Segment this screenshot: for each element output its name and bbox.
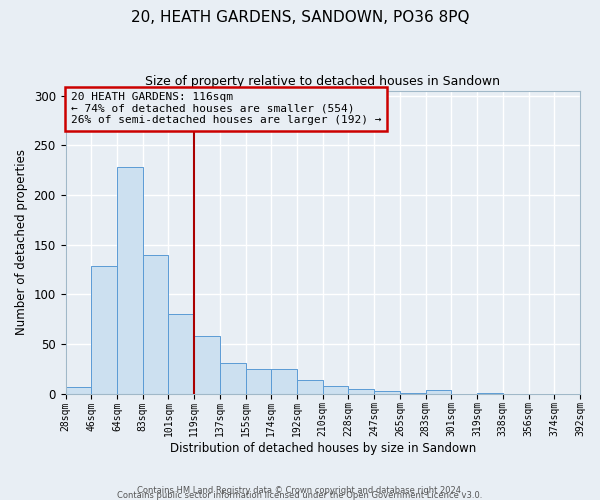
Bar [220,363,245,394]
Bar [477,392,503,394]
Y-axis label: Number of detached properties: Number of detached properties [15,149,28,335]
X-axis label: Distribution of detached houses by size in Sandown: Distribution of detached houses by size … [170,442,476,455]
Bar [65,386,91,394]
Title: Size of property relative to detached houses in Sandown: Size of property relative to detached ho… [145,75,500,88]
Text: Contains HM Land Registry data © Crown copyright and database right 2024.: Contains HM Land Registry data © Crown c… [137,486,463,495]
Text: 20, HEATH GARDENS, SANDOWN, PO36 8PQ: 20, HEATH GARDENS, SANDOWN, PO36 8PQ [131,10,469,25]
Bar [323,386,349,394]
Bar [271,368,297,394]
Bar [91,266,117,394]
Bar [169,314,194,394]
Bar [245,368,271,394]
Bar [425,390,451,394]
Bar [349,388,374,394]
Text: Contains public sector information licensed under the Open Government Licence v3: Contains public sector information licen… [118,490,482,500]
Text: 20 HEATH GARDENS: 116sqm
← 74% of detached houses are smaller (554)
26% of semi-: 20 HEATH GARDENS: 116sqm ← 74% of detach… [71,92,381,126]
Bar [117,167,143,394]
Bar [374,390,400,394]
Bar [400,392,425,394]
Bar [143,256,169,394]
Bar [194,336,220,394]
Bar [297,380,323,394]
